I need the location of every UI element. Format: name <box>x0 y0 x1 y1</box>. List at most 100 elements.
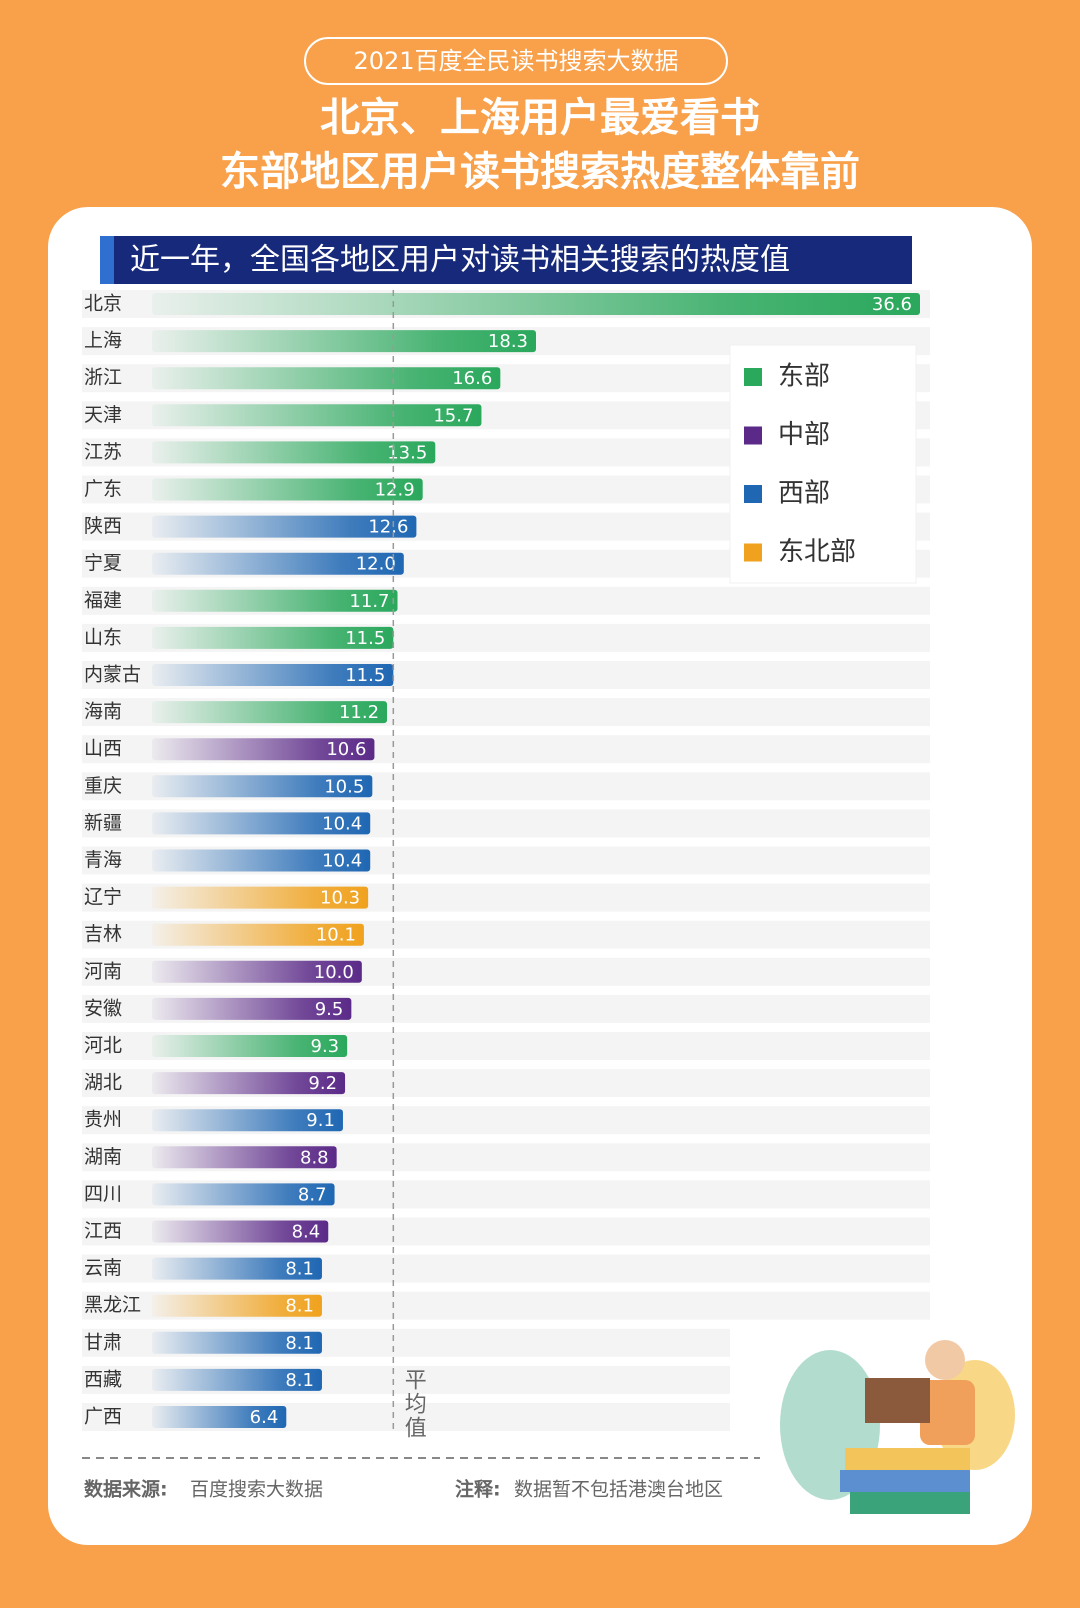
category-label: 浙江 <box>84 367 122 389</box>
bar <box>152 1257 322 1280</box>
chart-title: 近一年，全国各地区用户对读书相关搜索的热度值 <box>130 243 790 278</box>
plot: 北京 36.6 上海 18.3 浙江 16.6 天津 15.7 江苏 13.5 广东 12.9 陕西 12… <box>82 290 930 1440</box>
source-label: 数据来源: <box>84 1478 168 1501</box>
category-label: 西藏 <box>84 1368 122 1390</box>
value-label: 11.2 <box>339 702 379 723</box>
average-label: 平均值 <box>401 1368 427 1440</box>
value-label: 10.4 <box>322 851 362 872</box>
value-label: 6.4 <box>250 1407 279 1428</box>
category-label: 福建 <box>84 589 122 611</box>
category-label: 重庆 <box>84 775 122 797</box>
illustration <box>780 1340 1015 1514</box>
badge-frame <box>304 37 728 85</box>
bar <box>152 775 373 798</box>
bar <box>152 1183 335 1206</box>
category-label: 江苏 <box>84 441 122 463</box>
value-label: 10.0 <box>314 962 354 983</box>
bar <box>152 404 482 427</box>
title: 东部地区用户读书搜索热度整体靠前 <box>220 149 860 195</box>
bar <box>152 701 388 724</box>
category-label: 辽宁 <box>84 886 122 908</box>
category-label: 陕西 <box>84 515 122 537</box>
category-label: 天津 <box>84 404 122 426</box>
bar <box>152 589 398 612</box>
legend-swatch <box>744 543 762 562</box>
bar <box>152 367 501 390</box>
category-label: 海南 <box>84 701 122 723</box>
value-label: 13.5 <box>387 442 427 463</box>
value-label: 10.3 <box>320 888 360 909</box>
value-label: 8.7 <box>298 1184 327 1205</box>
bar <box>152 478 423 501</box>
title: 北京、上海用户最爱看书 <box>320 95 760 141</box>
category-label: 安徽 <box>84 997 122 1019</box>
bar <box>152 330 536 353</box>
value-label: 9.1 <box>306 1110 335 1131</box>
value-label: 15.7 <box>433 405 473 426</box>
bar <box>152 886 369 909</box>
legend-label: 西部 <box>778 479 830 509</box>
subtitle-accent <box>100 236 114 284</box>
value-label: 10.5 <box>324 776 364 797</box>
value-label: 11.5 <box>345 665 385 686</box>
bar <box>152 1072 346 1095</box>
bar <box>152 515 417 538</box>
value-label: 11.5 <box>345 628 385 649</box>
subtitle-bar <box>100 236 912 284</box>
note-label: 注释: <box>455 1478 501 1501</box>
legend-label: 东北部 <box>778 537 856 567</box>
category-label: 山东 <box>84 626 122 648</box>
value-label: 36.6 <box>872 294 912 315</box>
bar <box>152 1146 337 1169</box>
category-label: 湖南 <box>84 1146 122 1168</box>
category-label: 甘肃 <box>84 1331 122 1353</box>
badge: 2021百度全民读书搜索大数据 <box>353 47 678 75</box>
bar <box>152 960 362 983</box>
value-label: 12.9 <box>375 480 415 501</box>
source-text: 百度搜索大数据 <box>190 1479 323 1501</box>
bar <box>152 1294 322 1317</box>
category-label: 山西 <box>84 738 122 760</box>
bar <box>152 738 375 761</box>
bar <box>152 664 394 686</box>
category-label: 广东 <box>84 478 122 500</box>
value-label: 8.1 <box>285 1333 314 1354</box>
legend-swatch <box>744 426 762 445</box>
legend-label: 东部 <box>778 362 830 392</box>
bar <box>152 1220 329 1243</box>
bar <box>152 923 364 946</box>
category-label: 北京 <box>84 293 122 315</box>
value-label: 11.7 <box>349 591 389 612</box>
value-label: 12.6 <box>368 517 408 538</box>
category-label: 新疆 <box>84 812 122 834</box>
bar <box>152 1368 322 1391</box>
value-label: 8.4 <box>292 1222 321 1243</box>
value-label: 8.1 <box>285 1259 314 1280</box>
value-label: 8.8 <box>300 1147 329 1168</box>
bar <box>152 849 371 872</box>
legend-label: 中部 <box>778 420 830 450</box>
bar <box>152 1331 322 1354</box>
category-label: 云南 <box>84 1257 122 1279</box>
bar <box>152 441 436 464</box>
value-label: 9.3 <box>311 1036 340 1057</box>
category-label: 贵州 <box>84 1109 122 1131</box>
category-label: 湖北 <box>84 1072 122 1094</box>
category-label: 江西 <box>84 1220 122 1242</box>
bar <box>152 1035 348 1057</box>
bar <box>152 1109 343 1132</box>
value-label: 16.6 <box>452 368 492 389</box>
legend-swatch <box>744 485 762 503</box>
bar <box>152 997 352 1020</box>
category-label: 四川 <box>84 1183 122 1205</box>
value-label: 10.1 <box>316 925 356 946</box>
category-label: 黑龙江 <box>84 1294 141 1316</box>
category-label: 河北 <box>84 1035 122 1057</box>
value-label: 9.5 <box>315 999 344 1020</box>
category-label: 河南 <box>84 960 122 982</box>
category-label: 宁夏 <box>84 552 122 574</box>
bar <box>152 293 920 315</box>
value-label: 8.1 <box>285 1370 314 1391</box>
